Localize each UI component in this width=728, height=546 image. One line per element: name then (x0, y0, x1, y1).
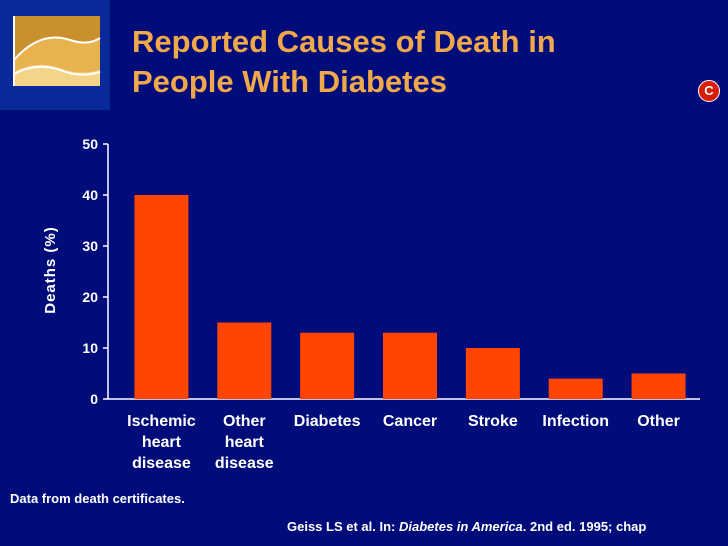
title-line-2: People With Diabetes (132, 64, 447, 99)
curve-logo-icon (0, 0, 110, 110)
plot-area: 0 10 20 30 40 50 Deaths (%) Ischemic heart diseas… (42, 136, 700, 472)
y-tick-label: 0 (90, 391, 98, 407)
bar (300, 332, 355, 399)
bar (134, 195, 189, 399)
citation-suffix: . 2nd ed. 1995; chap (522, 519, 647, 534)
citation: Geiss LS et al. In: Diabetes in America.… (287, 519, 646, 534)
category-label-line: Infection (542, 413, 609, 430)
category-label-line: Cancer (383, 413, 437, 430)
category-label-line: Stroke (468, 413, 518, 430)
y-tick-label: 30 (82, 238, 98, 254)
category-label-line: Diabetes (294, 413, 361, 430)
category-label-line: Ischemic (127, 413, 196, 430)
category-label: Other heart disease (215, 413, 274, 472)
category-label-line: Other (637, 413, 680, 430)
citation-book: Diabetes in America (398, 519, 523, 534)
category-label: Stroke (468, 413, 518, 430)
data-source-note: Data from death certificates. (10, 491, 185, 506)
category-label-line: Other (223, 413, 266, 430)
bar (383, 332, 437, 399)
category-label-line: heart (225, 434, 265, 451)
y-axis-title: Deaths (%) (42, 226, 59, 314)
citation-prefix: Geiss LS et al. In: (287, 519, 399, 534)
c-badge-icon: C (698, 80, 720, 102)
category-label-line: disease (215, 455, 274, 472)
category-label: Diabetes (294, 413, 361, 430)
bar (631, 373, 686, 399)
page-title: Reported Causes of Death in People With … (132, 22, 556, 102)
category-label: Cancer (383, 413, 437, 430)
y-tick-label: 50 (82, 136, 98, 152)
category-label: Infection (542, 413, 609, 430)
y-tick-label: 40 (82, 187, 98, 203)
y-tick-label: 10 (82, 340, 98, 356)
bar (217, 322, 272, 399)
bar (465, 348, 520, 399)
title-line-1: Reported Causes of Death in (132, 24, 556, 59)
y-tick-label: 20 (82, 289, 98, 305)
category-label: Other (637, 413, 680, 430)
bar-chart: 0 10 20 30 40 50 Deaths (%) Ischemic heart diseas… (42, 136, 700, 472)
category-label-line: heart (142, 434, 182, 451)
bar (548, 378, 603, 399)
category-label-line: disease (132, 455, 191, 472)
category-label: Ischemic heart disease (127, 413, 196, 472)
